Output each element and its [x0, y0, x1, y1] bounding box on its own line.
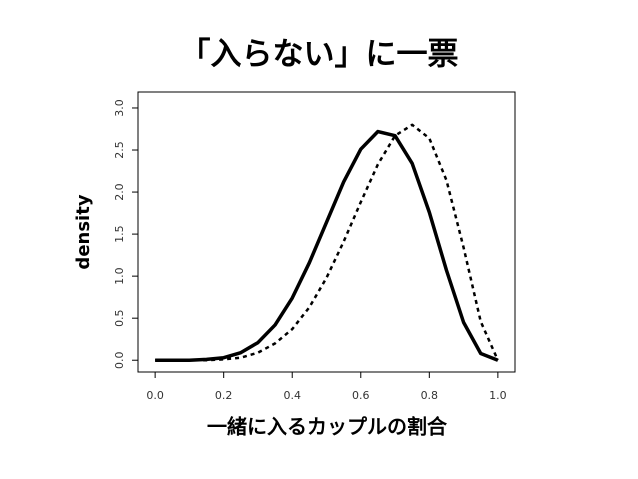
x-tick-label: 0.6	[352, 389, 370, 402]
x-tick-label: 1.0	[489, 389, 507, 402]
density-line	[155, 123, 500, 362]
y-tick-label: 2.5	[113, 141, 126, 159]
x-tick-label: 0.0	[146, 389, 164, 402]
y-tick-label: 0.0	[113, 351, 126, 369]
y-tick-label: 0.5	[113, 309, 126, 327]
chart-title: 「入らない」に一票	[180, 37, 459, 73]
density-line	[155, 129, 499, 362]
y-tick-label: 2.0	[113, 183, 126, 201]
y-tick-label: 3.0	[113, 99, 126, 117]
y-tick-label: 1.5	[113, 225, 126, 243]
x-tick-label: 0.2	[215, 389, 233, 402]
x-axis-label: 一緒に入るカップルの割合	[207, 415, 448, 439]
y-tick-label: 1.0	[113, 267, 126, 285]
y-axis-label: density	[73, 194, 94, 269]
x-tick-label: 0.8	[421, 389, 439, 402]
x-tick-label: 0.4	[283, 389, 301, 402]
plot-frame	[137, 91, 516, 373]
